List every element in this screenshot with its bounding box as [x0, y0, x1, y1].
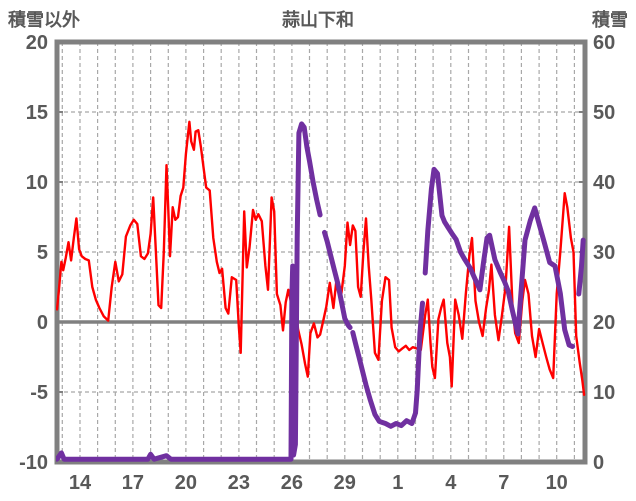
svg-text:60: 60: [593, 32, 615, 54]
horizontal-gridlines: [57, 111, 585, 393]
svg-text:10: 10: [593, 382, 615, 404]
temperature-line: [56, 120, 586, 396]
right-axis-tick-labels: 0 10 20 30 40 50 60: [593, 32, 615, 474]
svg-text:4: 4: [445, 472, 457, 494]
svg-text:26: 26: [281, 472, 303, 494]
svg-text:7: 7: [498, 472, 509, 494]
svg-text:50: 50: [593, 102, 615, 124]
svg-text:-5: -5: [30, 382, 48, 404]
page-title: 蒜山下和: [282, 10, 354, 30]
svg-text:0: 0: [593, 452, 604, 474]
svg-text:23: 23: [228, 472, 250, 494]
svg-text:10: 10: [26, 172, 48, 194]
svg-text:20: 20: [175, 472, 197, 494]
left-axis-tick-labels: -10 -5 0 5 10 15 20: [19, 32, 48, 474]
svg-text:40: 40: [593, 172, 615, 194]
svg-text:20: 20: [593, 312, 615, 334]
svg-text:17: 17: [122, 472, 144, 494]
svg-text:29: 29: [334, 472, 356, 494]
left-axis-title: 積雪以外: [8, 10, 80, 30]
svg-text:1: 1: [392, 472, 403, 494]
svg-text:10: 10: [546, 472, 568, 494]
svg-text:0: 0: [37, 312, 48, 334]
svg-text:30: 30: [593, 242, 615, 264]
svg-text:15: 15: [26, 102, 48, 124]
svg-text:14: 14: [69, 472, 92, 494]
svg-text:5: 5: [37, 242, 48, 264]
snow-depth-line: [56, 121, 586, 462]
x-axis-tick-labels: 14 17 20 23 26 29 1 4 7 10: [69, 472, 568, 494]
right-axis-title: 積雪: [592, 10, 628, 30]
svg-text:20: 20: [26, 32, 48, 54]
svg-text:-10: -10: [19, 452, 48, 474]
